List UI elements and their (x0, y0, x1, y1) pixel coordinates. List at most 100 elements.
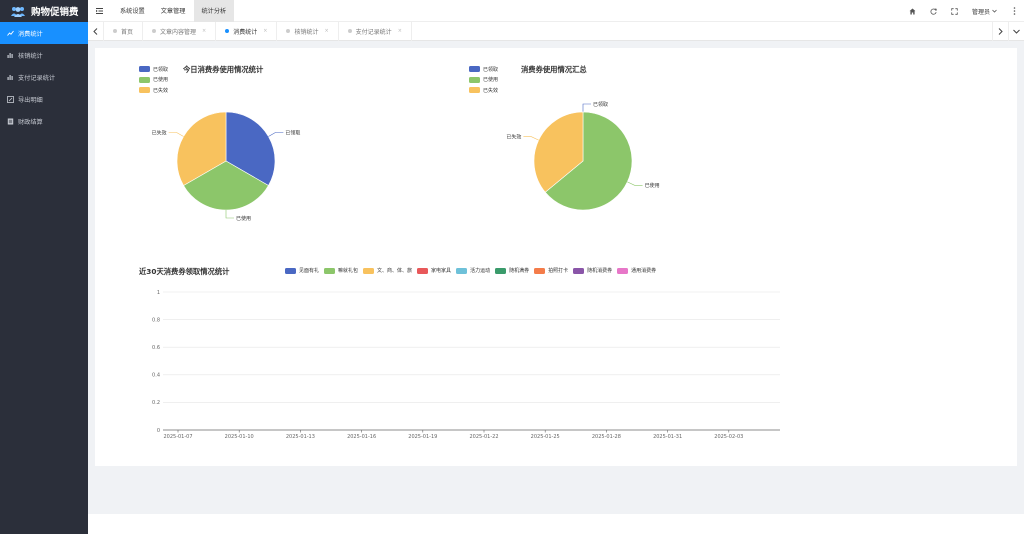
tab-status-dot (152, 29, 157, 33)
legend-item[interactable]: 已失效 (469, 85, 498, 96)
legend-label: 活力运动 (470, 268, 491, 274)
tabs-scroll-left-button[interactable] (88, 21, 104, 41)
legend-label: 见面有礼 (299, 268, 320, 274)
x-tick-label: 2025-01-13 (286, 434, 315, 440)
sidebar-item-1[interactable]: 核销统计 (0, 44, 88, 66)
line-chart-title: 近30天消费券领取情况统计 (139, 267, 230, 276)
legend-label: 已失效 (483, 87, 499, 94)
tabs-dropdown-button[interactable] (1008, 21, 1024, 41)
people-logo-icon (11, 6, 25, 17)
line-chart: 0 0.2 0.4 0.6 0.8 1 2025-01-07 2025-01-10 2025-0… (152, 290, 780, 440)
top-navbar: 系统设置 文章管理 统计分析 管理员 (88, 0, 1024, 22)
x-tick-label: 2025-01-22 (469, 434, 498, 440)
legend-swatch (573, 267, 585, 274)
legend-swatch (363, 267, 375, 274)
legend-swatch (534, 267, 546, 274)
pie-slice[interactable] (544, 111, 633, 211)
legend-item[interactable]: 已领取 (469, 64, 498, 75)
pie-label-line (582, 103, 591, 112)
tab-item[interactable]: 核销统计 × (277, 21, 339, 41)
pie-label: 已失效 (506, 134, 521, 141)
pie-summary-legend: 已领取 已使用 已失效 (469, 64, 498, 96)
legend-swatch (469, 87, 480, 94)
pie-label-line (225, 210, 234, 219)
legend-label: 随机满券 (509, 268, 530, 274)
legend-label: 文、商、体、旅 (377, 268, 413, 274)
refresh-icon[interactable] (930, 7, 938, 15)
close-icon[interactable]: × (263, 28, 268, 34)
legend-item[interactable]: 已使用 (469, 75, 498, 86)
legend-label: 随机消费券 (587, 268, 613, 274)
tab-label: 首页 (121, 28, 134, 36)
pie-today-legend: 已领取 已使用 已失效 (139, 64, 168, 96)
legend-item[interactable]: 文、商、体、旅 (363, 267, 412, 274)
app-logo[interactable]: 购物促销费 (0, 0, 88, 22)
y-tick-label: 0.8 (152, 317, 160, 323)
top-menu-item[interactable]: 文章管理 (153, 0, 194, 22)
top-menu-item[interactable]: 系统设置 (112, 0, 153, 22)
legend-swatch (617, 267, 629, 274)
legend-item[interactable]: 家电家具 (417, 267, 451, 274)
user-name: 管理员 (971, 8, 990, 16)
close-icon[interactable]: × (397, 28, 402, 34)
close-icon[interactable]: × (324, 28, 329, 34)
sidebar-item-3[interactable]: 导出明细 (0, 88, 88, 110)
legend-item[interactable]: 拍照打卡 (534, 267, 568, 274)
legend-item[interactable]: 嘛就礼包 (324, 267, 358, 274)
chevron-down-icon (1013, 29, 1020, 34)
y-tick-label: 1 (157, 290, 160, 296)
legend-item[interactable]: 通用消费券 (617, 267, 656, 274)
legend-item[interactable]: 随机满券 (495, 267, 529, 274)
edit-icon (7, 95, 14, 103)
legend-item[interactable]: 见面有礼 (285, 267, 319, 274)
pie-slice[interactable] (225, 111, 276, 186)
sidebar-toggle-button[interactable] (88, 0, 110, 22)
tab-item[interactable]: 首页 (104, 21, 144, 41)
tab-item[interactable]: 文章内容管理 × (143, 21, 217, 41)
home-icon[interactable] (909, 7, 917, 15)
tabs-scroll-right-button[interactable] (992, 21, 1008, 41)
legend-item[interactable]: 已失效 (139, 85, 168, 96)
y-tick-label: 0.6 (152, 345, 160, 351)
pie-label: 已领取 (285, 129, 300, 136)
sidebar-item-2[interactable]: 支付记录统计 (0, 66, 88, 88)
legend-swatch (456, 267, 468, 274)
legend-item[interactable]: 活力运动 (456, 267, 490, 274)
footer-strip (88, 514, 1024, 534)
sidebar-item-0[interactable]: 消费统计 (0, 22, 88, 44)
chevron-down-icon (992, 9, 997, 13)
pie-slice[interactable] (176, 111, 227, 186)
sidebar-item-label: 消费统计 (18, 30, 43, 38)
app-title: 购物促销费 (31, 7, 79, 18)
tab-label: 文章内容管理 (160, 28, 197, 36)
menu-fold-icon (95, 7, 103, 14)
tab-item[interactable]: 支付记录统计 × (339, 21, 412, 41)
close-icon[interactable]: × (202, 28, 207, 34)
top-menu-item[interactable]: 统计分析 (193, 0, 235, 22)
fullscreen-icon[interactable] (951, 7, 959, 15)
pie-slice[interactable] (183, 160, 269, 211)
pie-label-line (268, 132, 284, 137)
line-chart-legend: 见面有礼 嘛就礼包 文、商、体、旅 家电家具 活力运动 随机满券 拍照打卡 随机消费券 通用消费… (285, 267, 656, 274)
legend-swatch (417, 267, 429, 274)
tab-item[interactable]: 消费统计 × (216, 21, 278, 41)
legend-label: 已领取 (483, 66, 499, 73)
legend-swatch (139, 76, 150, 83)
content-panel: 已领取 已使用 已失效 今日消费券使用情况统计 已领取 已使用 已失效 已领取 已使用 已失… (95, 48, 1017, 466)
x-tick-label: 2025-01-31 (653, 434, 682, 440)
legend-item[interactable]: 随机消费券 (573, 267, 612, 274)
legend-label: 已使用 (483, 77, 499, 84)
more-vertical-icon[interactable] (1010, 7, 1018, 15)
x-tick-label: 2025-01-16 (347, 434, 376, 440)
legend-swatch (139, 87, 150, 94)
legend-item[interactable]: 已使用 (139, 75, 168, 86)
x-tick-label: 2025-01-07 (163, 434, 192, 440)
tab-status-dot (347, 29, 352, 33)
legend-item[interactable]: 已领取 (139, 64, 168, 75)
sidebar-item-label: 导出明细 (18, 96, 43, 104)
legend-label: 拍照打卡 (548, 268, 569, 274)
user-menu[interactable]: 管理员 (972, 7, 997, 16)
sidebar-item-4[interactable]: 财政结算 (0, 110, 88, 132)
pie-label: 已使用 (645, 182, 660, 189)
